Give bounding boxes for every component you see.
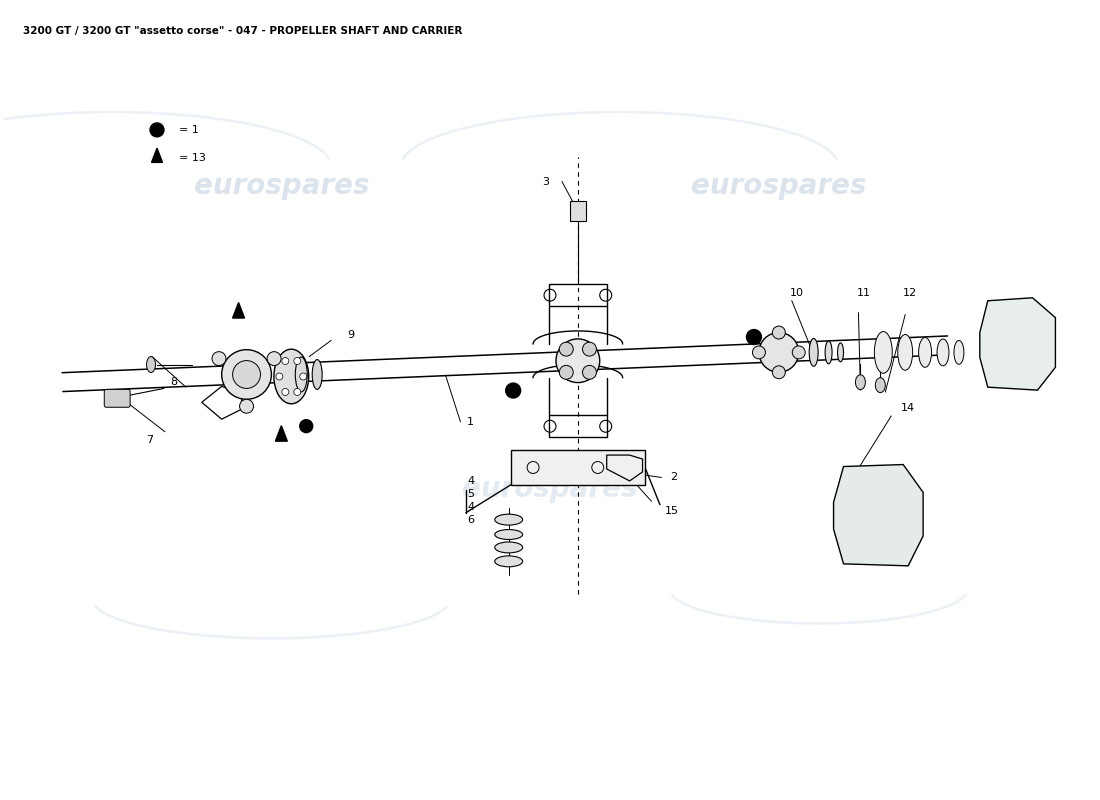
Circle shape [294,389,300,395]
Circle shape [506,383,520,398]
Circle shape [282,389,289,395]
Text: 4: 4 [468,476,474,486]
Ellipse shape [495,530,522,539]
Text: 3: 3 [542,177,550,186]
Text: 11: 11 [857,288,870,298]
Text: 15: 15 [664,506,679,516]
Ellipse shape [874,331,892,374]
Circle shape [212,352,226,366]
Ellipse shape [810,338,818,366]
Ellipse shape [312,359,322,390]
Text: 1: 1 [466,417,474,427]
Ellipse shape [937,339,949,366]
Text: 3200 GT / 3200 GT "assetto corse" - 047 - PROPELLER SHAFT AND CARRIER: 3200 GT / 3200 GT "assetto corse" - 047 … [23,26,462,35]
Ellipse shape [295,357,307,392]
Text: 6: 6 [468,514,474,525]
Text: 4: 4 [468,502,474,512]
Circle shape [240,399,253,414]
Circle shape [150,123,164,137]
Polygon shape [980,298,1055,390]
Ellipse shape [918,338,932,367]
Text: 10: 10 [790,288,804,298]
Circle shape [583,366,596,379]
Text: eurospares: eurospares [194,173,370,201]
Text: 7: 7 [146,434,154,445]
Circle shape [294,358,300,365]
Circle shape [752,346,766,359]
Text: 9: 9 [348,330,354,341]
Circle shape [300,420,312,433]
Ellipse shape [825,341,832,364]
Text: 12: 12 [903,288,917,298]
Text: 5: 5 [468,489,474,499]
Ellipse shape [495,514,522,525]
FancyBboxPatch shape [104,390,130,407]
Circle shape [772,366,785,378]
Circle shape [276,373,283,380]
Circle shape [282,358,289,365]
Polygon shape [232,302,244,318]
Ellipse shape [954,341,964,364]
Ellipse shape [898,334,913,370]
Text: eurospares: eurospares [462,475,638,503]
Circle shape [300,373,307,380]
Circle shape [792,346,805,359]
Text: = 1: = 1 [179,125,199,135]
FancyBboxPatch shape [510,450,645,485]
Ellipse shape [274,349,309,404]
Text: 14: 14 [901,403,915,413]
Ellipse shape [856,374,866,390]
Circle shape [772,326,785,339]
Polygon shape [275,426,287,441]
Circle shape [267,352,282,366]
Polygon shape [834,465,923,566]
Ellipse shape [495,556,522,566]
Ellipse shape [837,343,844,362]
Circle shape [759,333,799,372]
Ellipse shape [876,378,886,393]
Text: = 13: = 13 [179,153,206,162]
Circle shape [583,342,596,356]
Ellipse shape [495,542,522,553]
Text: 8: 8 [170,377,177,387]
Circle shape [556,339,600,382]
Polygon shape [152,148,163,162]
Circle shape [222,350,272,399]
Circle shape [559,366,573,379]
Ellipse shape [146,357,155,373]
Text: 2: 2 [670,473,676,482]
Circle shape [747,330,761,345]
FancyBboxPatch shape [570,201,586,221]
Text: eurospares: eurospares [691,173,867,201]
Circle shape [232,361,261,388]
Circle shape [559,342,573,356]
